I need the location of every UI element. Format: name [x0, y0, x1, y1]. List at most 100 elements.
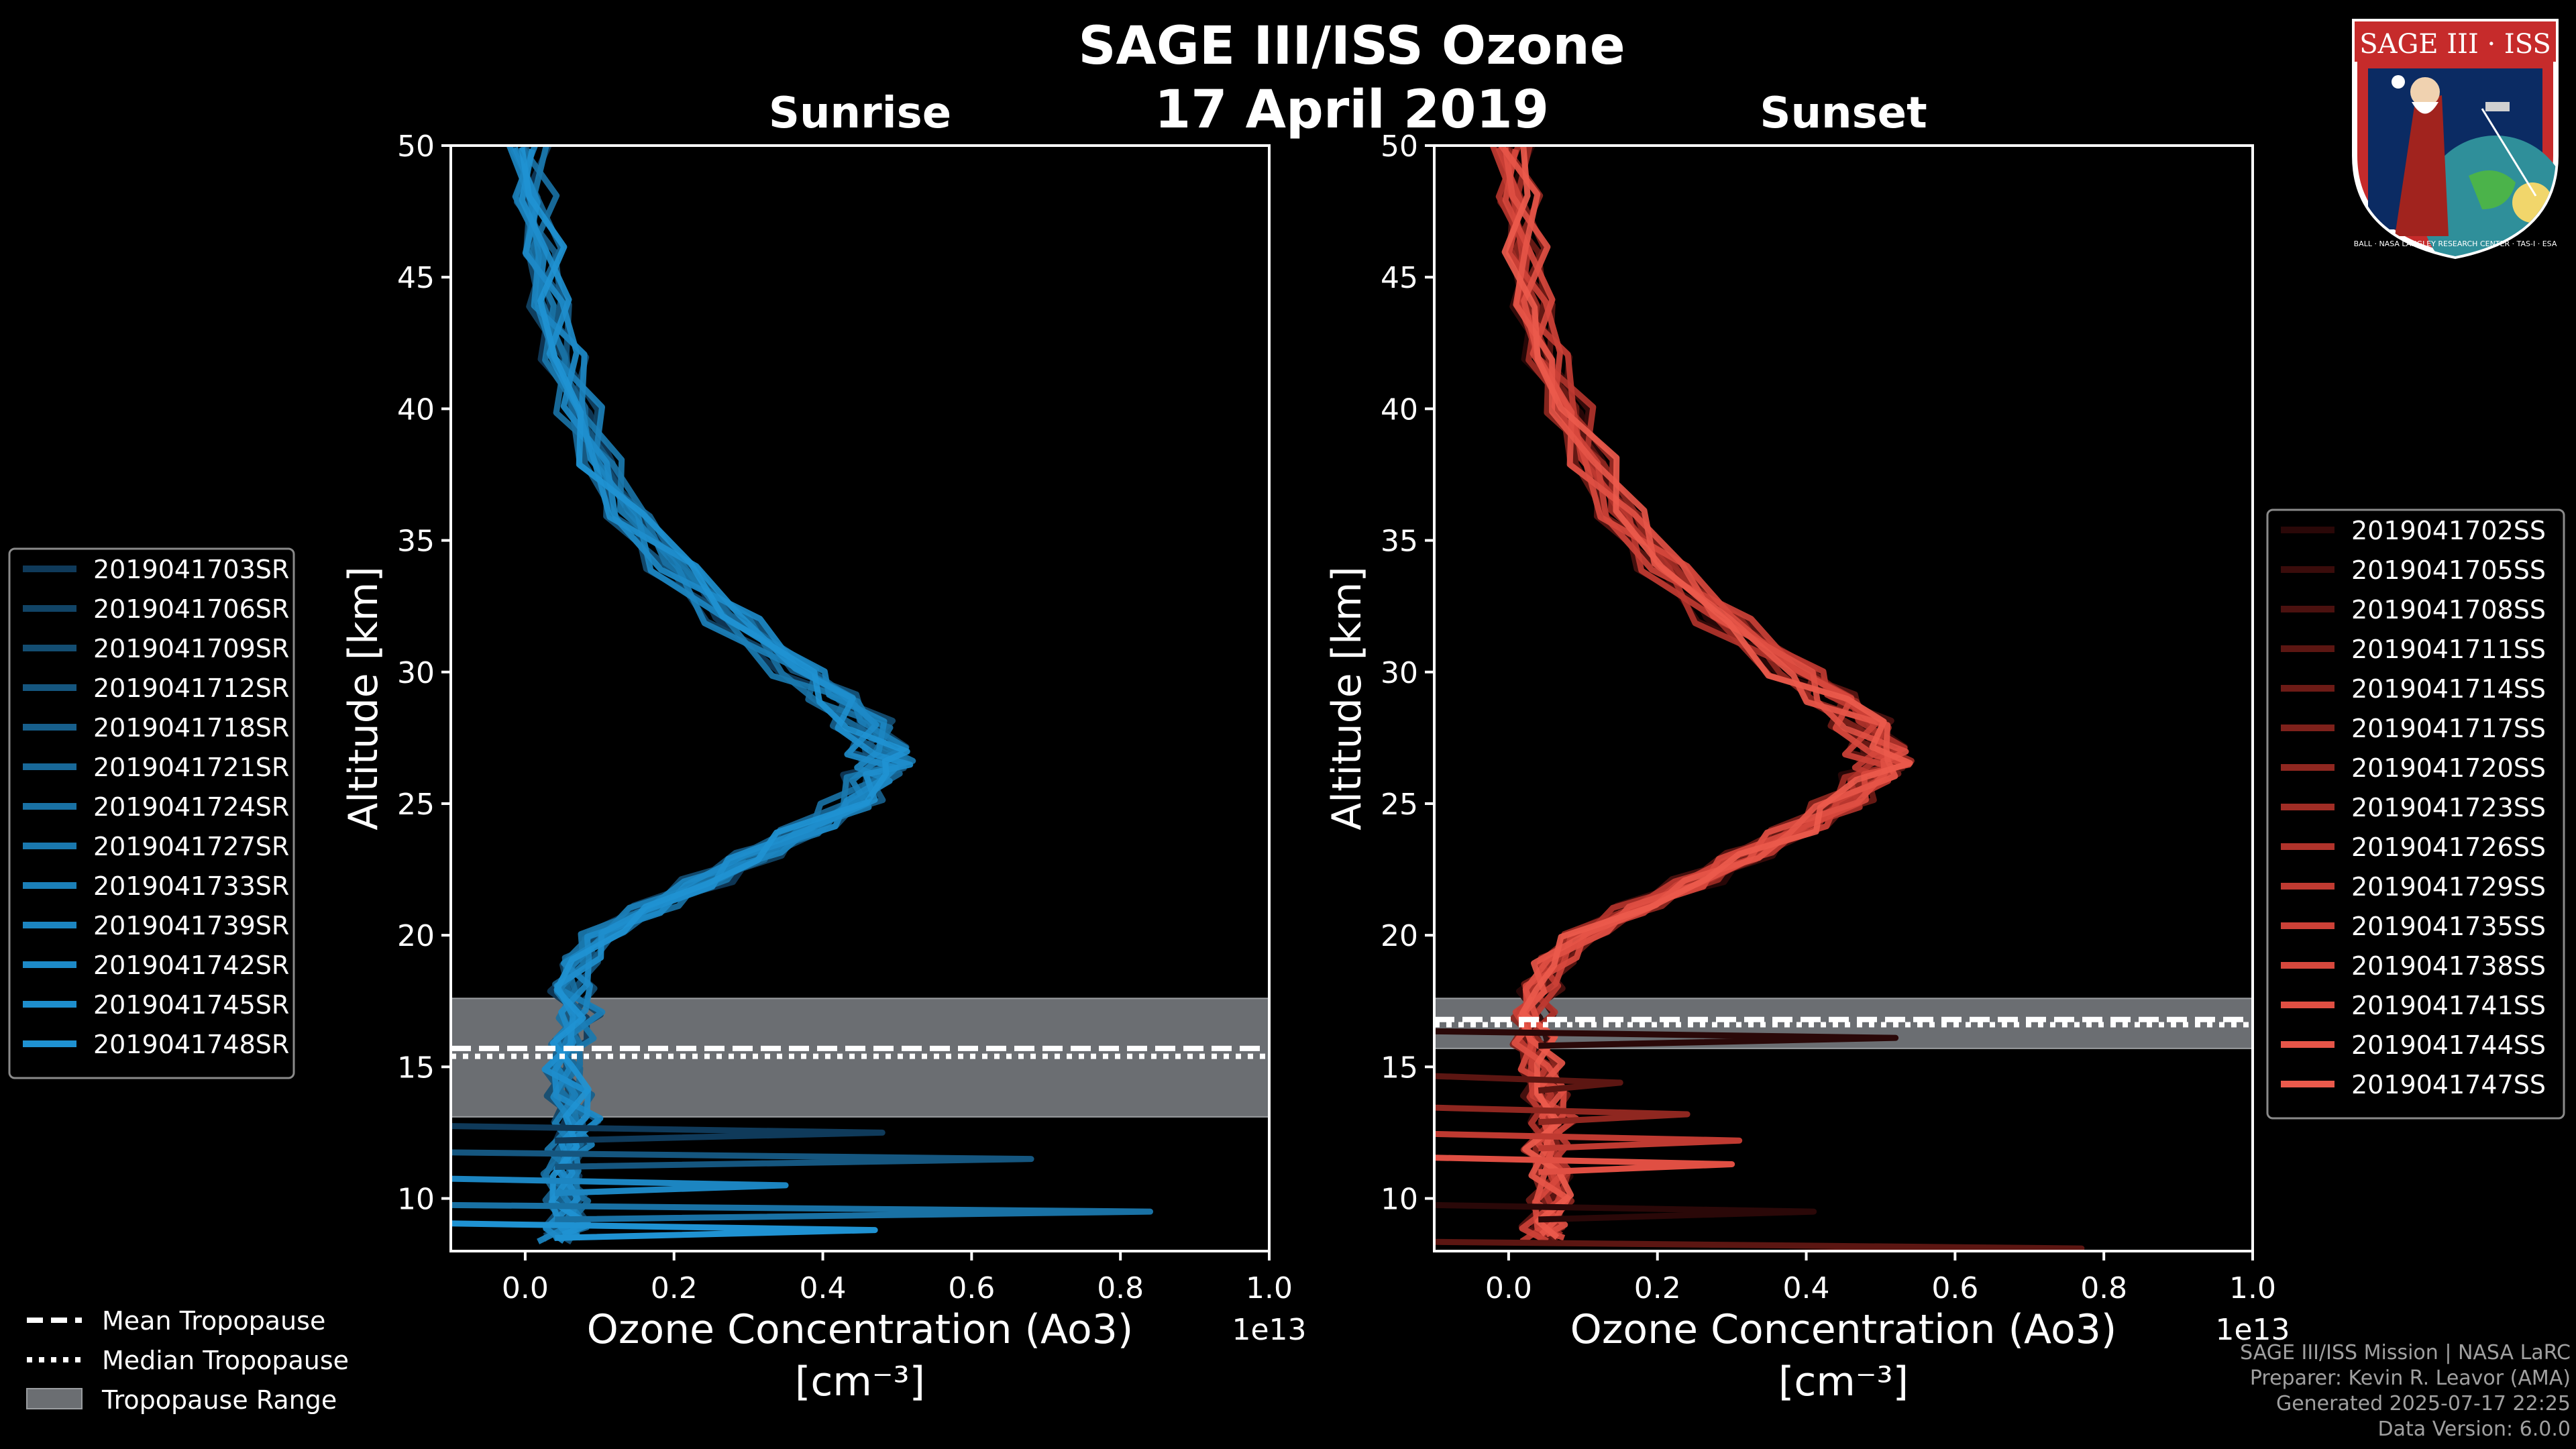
- y-tick-label: 30: [1381, 656, 1418, 690]
- profile-spike: [1434, 1155, 1735, 1175]
- x-tick-label: 0.2: [651, 1271, 698, 1305]
- y-tick-label: 45: [1381, 261, 1418, 295]
- y-tick-label: 10: [1381, 1183, 1418, 1217]
- logo-ring-text: BALL · NASA LANGLEY RESEARCH CENTER · TA…: [2354, 239, 2557, 248]
- legend-entry: 2019041738SS: [2351, 951, 2546, 981]
- profile-spike: [451, 1201, 1154, 1223]
- figure-title: SAGE III/ISS Ozone: [1078, 16, 1625, 76]
- sunset-panel: 10 15 20 25 30 35 40 45 50 0.0 0.2 0.4 0.6 0.8 1.0 1e13…: [1324, 89, 2290, 1405]
- panel-title: Sunset: [1760, 89, 1927, 138]
- profiles-layer: [1434, 146, 2085, 1251]
- legend-entry: 2019041727SR: [93, 832, 289, 861]
- y-tick-label: 35: [1381, 525, 1418, 559]
- profile-spike: [1434, 1073, 1623, 1094]
- profile-line-2019041723SS: [1507, 146, 1915, 1238]
- median-tropopause-label: Median Tropopause: [102, 1346, 349, 1375]
- legend-entry: 2019041742SR: [93, 951, 289, 980]
- profile-line-2019041726SS: [1495, 146, 1908, 1241]
- figure-date: 17 April 2019: [1155, 80, 1549, 140]
- legend-entry: 2019041703SR: [93, 555, 289, 584]
- profile-spike: [451, 1123, 885, 1144]
- profile-spike: [1434, 1130, 1743, 1152]
- y-tick-label: 50: [1381, 129, 1418, 164]
- x-tick-label: 0.8: [1097, 1271, 1144, 1305]
- x-axis-label: Ozone Concentration (Ao3): [1570, 1306, 2117, 1353]
- legend-entry: 2019041708SS: [2351, 595, 2546, 625]
- y-tick-label: 10: [397, 1183, 435, 1217]
- legend-entry: 2019041741SS: [2351, 991, 2546, 1020]
- tropopause-range-swatch: [26, 1388, 83, 1409]
- legend-entry: 2019041702SS: [2351, 516, 2546, 545]
- y-tick-label: 25: [1381, 788, 1418, 822]
- legend-entry: 2019041709SR: [93, 634, 289, 663]
- legend-entry: 2019041720SS: [2351, 753, 2546, 783]
- x-tick-label: 0.8: [2080, 1271, 2127, 1305]
- y-tick-label: 20: [1381, 919, 1418, 953]
- x-tick-label: 0.6: [1931, 1271, 1978, 1305]
- x-tick-label: 0.4: [800, 1271, 847, 1305]
- x-tick-label: 1.0: [1246, 1271, 1293, 1305]
- x-tick-label: 0.2: [1634, 1271, 1681, 1305]
- panel-title: Sunrise: [769, 89, 951, 138]
- plot-frame: [1433, 144, 2254, 1252]
- legend-entry: 2019041706SR: [93, 594, 289, 624]
- profile-spike: [1434, 1104, 1690, 1126]
- sunset-legend-frame: [2266, 508, 2565, 1120]
- legend-entry: 2019041735SS: [2351, 912, 2546, 941]
- profile-line-2019041748SR: [519, 147, 910, 1238]
- x-tick-label: 0.4: [1783, 1271, 1830, 1305]
- legends: 2019041703SR 2019041706SR 2019041709SR 2019…: [8, 508, 2565, 1415]
- y-tick-label: 45: [397, 261, 435, 295]
- legend-entry: 2019041729SS: [2351, 872, 2546, 902]
- credit-mission: SAGE III/ISS Mission | NASA LaRC: [2240, 1341, 2571, 1364]
- x-tick-label: 0.6: [948, 1271, 995, 1305]
- y-axis-label: Altitude [km]: [1324, 566, 1371, 830]
- profile-line-2019041738SS: [1502, 149, 1912, 1241]
- x-tick-label: 0.0: [502, 1271, 549, 1305]
- profiles-layer: [451, 146, 1154, 1245]
- profile-spike: [1434, 1201, 1817, 1223]
- legend-entry: 2019041718SR: [93, 713, 289, 743]
- legend-entry: 2019041724SR: [93, 792, 289, 822]
- legend-entry: 2019041714SS: [2351, 674, 2546, 704]
- credit-generated: Generated 2025-07-17 22:25: [2275, 1392, 2571, 1415]
- y-tick-label: 35: [397, 525, 435, 559]
- x-axis-unit: [cm⁻³]: [1778, 1358, 1909, 1405]
- legend-entry: 2019041745SR: [93, 990, 289, 1020]
- y-tick-label: 20: [397, 919, 435, 953]
- profile-spike: [451, 1220, 878, 1241]
- plot-frame: [449, 144, 1271, 1252]
- y-tick-label: 30: [397, 656, 435, 690]
- legend-entry: 2019041726SS: [2351, 833, 2546, 862]
- credit-data-version: Data Version: 6.0.0: [2377, 1417, 2571, 1441]
- mean-tropopause-label: Mean Tropopause: [102, 1306, 325, 1336]
- y-tick-label: 15: [397, 1051, 435, 1085]
- x-axis-label: Ozone Concentration (Ao3): [587, 1306, 1134, 1353]
- y-tick-label: 40: [1381, 392, 1418, 427]
- tropopause-range-label: Tropopause Range: [101, 1385, 337, 1415]
- legend-entry: 2019041711SS: [2351, 635, 2546, 664]
- legend-entry: 2019041748SR: [93, 1030, 289, 1059]
- x-tick-label: 1.0: [2229, 1271, 2276, 1305]
- x-scale-label: 1e13: [1232, 1313, 1306, 1347]
- profile-spike: [1434, 1028, 1899, 1049]
- x-scale-label: 1e13: [2215, 1313, 2290, 1347]
- x-tick-label: 0.0: [1485, 1271, 1532, 1305]
- profile-spike: [451, 1149, 1034, 1170]
- legend-entry: 2019041733SR: [93, 871, 289, 901]
- sunrise-legend-frame: [8, 547, 295, 1079]
- legend-entry: 2019041744SS: [2351, 1030, 2546, 1060]
- y-axis-label: Altitude [km]: [340, 566, 387, 830]
- legend-entry: 2019041721SR: [93, 753, 289, 782]
- y-tick-label: 15: [1381, 1051, 1418, 1085]
- sunrise-panel: 10 15 20 25 30 35 40 45 50 0.0 0.2 0.4 0.6 0.8 1.0 1e13…: [340, 89, 1307, 1405]
- profile-line-2019041745SR: [519, 149, 914, 1241]
- y-tick-label: 25: [397, 788, 435, 822]
- legend-entry: 2019041712SR: [93, 674, 289, 703]
- legend-entry: 2019041747SS: [2351, 1070, 2546, 1099]
- y-tick-label: 50: [397, 129, 435, 164]
- profile-spike: [1434, 1238, 2085, 1251]
- y-tick-label: 40: [397, 392, 435, 427]
- x-axis-unit: [cm⁻³]: [795, 1358, 925, 1405]
